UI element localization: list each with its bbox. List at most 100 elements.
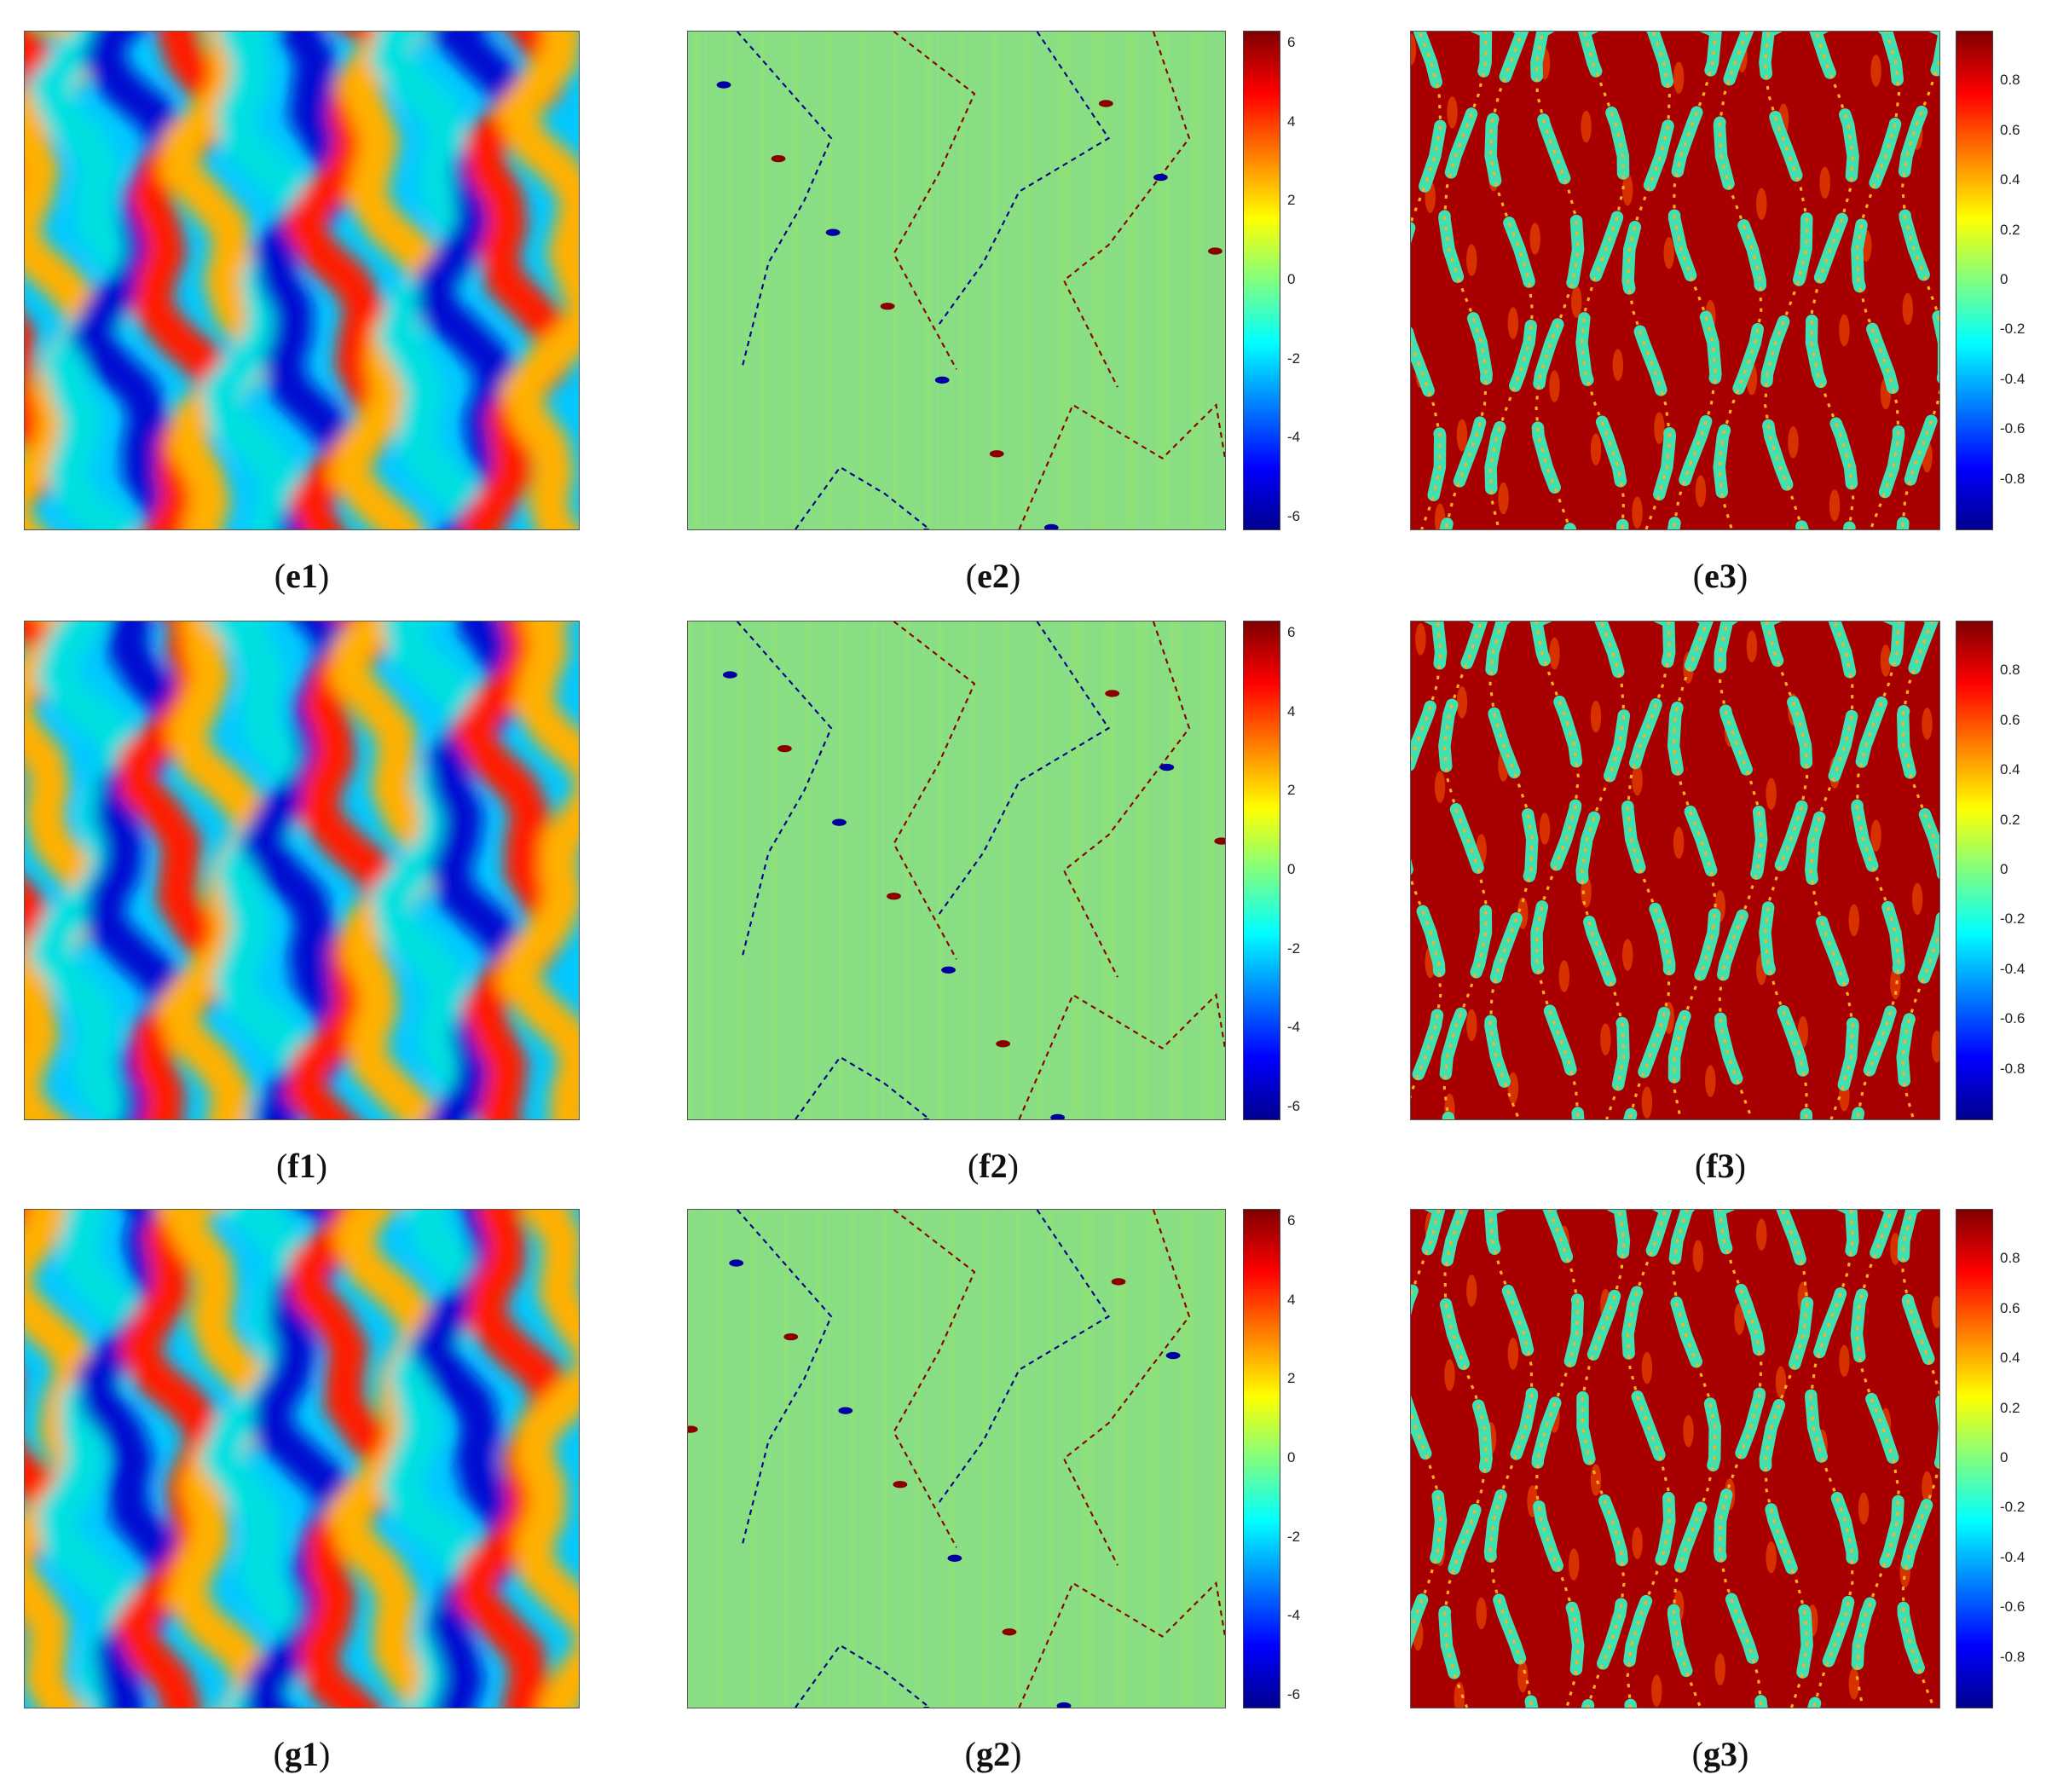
colorbar-tick-label: 6 [1287,623,1296,640]
phase-map-image [688,621,1225,1119]
colorbar-tick-label: -4 [1287,1019,1301,1036]
caption-paren-close: ) [315,1147,327,1185]
phase-map-image [688,32,1225,529]
caption-paren-open: ( [274,557,286,595]
colorbar-tick-label: 4 [1287,1291,1296,1308]
caption-label: g2 [976,1735,1010,1773]
colorbar-tick-label: 6 [1287,33,1296,50]
colorbar [1243,31,1280,530]
caption-label: e3 [1704,557,1737,595]
unwrapped-phase-map [687,621,1226,1120]
colorbar-tick-label: 6 [1287,1211,1296,1228]
caption-paren-open: ( [968,1147,980,1185]
caption-paren-open: ( [1695,1147,1707,1185]
colorbar-tick-label: -0.8 [2000,1060,2026,1077]
colorbar-tick-label: 0 [1287,271,1296,287]
colorbar-tick-label: 0 [1287,1449,1296,1465]
panel-caption: (g2) [865,1734,1121,1774]
colorbar-tick-label: 0 [1287,861,1296,877]
colorbar-tick-label: 0.4 [2000,171,2020,188]
colorbar-tick-label: 0 [2000,271,2008,287]
colorbar-tick-label: -6 [1287,1098,1301,1115]
colorbar [1243,1209,1280,1708]
caption-paren-close: ) [319,1735,331,1773]
colorbar-tick-label: 0.6 [2000,711,2020,728]
colorbar-tick-label: -6 [1287,508,1301,525]
panel-caption: (g1) [174,1734,430,1774]
caption-label: f3 [1706,1147,1735,1185]
colorbar-tick-label: -4 [1287,1607,1301,1624]
caption-paren-close: ) [1010,1735,1022,1773]
colorbar-tick-label: 0.6 [2000,1299,2020,1316]
colorbar-tick-label: 0.8 [2000,662,2020,679]
colorbar [1956,621,1993,1120]
caption-paren-open: ( [964,1735,976,1773]
colorbar-tick-label: 0.6 [2000,121,2020,138]
colorbar-tick-label: 2 [1287,1370,1296,1387]
colorbar-tick-label: -4 [1287,429,1301,446]
phase-map-image [1411,621,1939,1119]
colorbar-tick-label: 0 [2000,1449,2008,1465]
colorbar-tick-label: 2 [1287,782,1296,799]
quality-phase-map [1410,621,1940,1120]
quality-phase-map [1410,1209,1940,1708]
caption-label: f1 [287,1147,316,1185]
colorbar [1956,31,1993,530]
phase-map-image [688,1210,1225,1708]
colorbar-tick-label: 4 [1287,113,1296,130]
wrapped-phase-map [24,31,580,530]
phase-map-image [25,1210,579,1708]
colorbar-tick-label: -0.6 [2000,420,2026,437]
colorbar [1956,1209,1993,1708]
colorbar [1243,621,1280,1120]
colorbar-tick-label: -2 [1287,1528,1301,1545]
colorbar-tick-label: -0.4 [2000,1548,2026,1565]
colorbar-tick-label: 0.4 [2000,761,2020,778]
caption-paren-close: ) [1734,1147,1746,1185]
unwrapped-phase-map [687,1209,1226,1708]
colorbar-tick-label: -0.4 [2000,960,2026,977]
caption-paren-close: ) [1736,557,1748,595]
colorbar-tick-label: -0.2 [2000,321,2026,338]
colorbar-tick-label: 0.8 [2000,72,2020,89]
colorbar-tick-label: -0.2 [2000,1499,2026,1516]
panel-caption: (f1) [174,1146,430,1186]
colorbar-tick-label: 0.8 [2000,1250,2020,1267]
colorbar-tick-label: 0.2 [2000,1399,2020,1416]
colorbar-tick-label: 0.2 [2000,221,2020,238]
colorbar-tick-label: 4 [1287,702,1296,720]
phase-map-image [25,32,579,529]
colorbar-tick-label: -0.2 [2000,910,2026,928]
phase-map-image [1411,32,1939,529]
caption-paren-open: ( [276,1147,288,1185]
colorbar-tick-label: -6 [1287,1686,1301,1703]
caption-paren-open: ( [1692,557,1705,595]
caption-label: g1 [285,1735,319,1773]
panel-caption: (e2) [865,556,1121,596]
caption-label: e1 [286,557,318,595]
phase-map-image [1411,1210,1939,1708]
caption-label: g3 [1703,1735,1737,1773]
panel-caption: (e3) [1592,556,1848,596]
wrapped-phase-map [24,621,580,1120]
caption-paren-close: ) [1007,1147,1019,1185]
colorbar-tick-label: -2 [1287,350,1301,367]
caption-paren-open: ( [965,557,978,595]
caption-paren-open: ( [1691,1735,1703,1773]
panel-caption: (f2) [865,1146,1121,1186]
unwrapped-phase-map [687,31,1226,530]
panel-caption: (e1) [174,556,430,596]
colorbar-tick-label: -0.8 [2000,1648,2026,1665]
caption-label: e2 [977,557,1009,595]
colorbar-tick-label: 0.2 [2000,811,2020,828]
colorbar-tick-label: -0.8 [2000,470,2026,487]
caption-paren-close: ) [1737,1735,1749,1773]
panel-caption: (g3) [1592,1734,1848,1774]
colorbar-tick-label: -0.4 [2000,370,2026,387]
phase-map-image [25,621,579,1119]
caption-paren-close: ) [1009,557,1021,595]
wrapped-phase-map [24,1209,580,1708]
colorbar-tick-label: 2 [1287,192,1296,209]
colorbar-tick-label: -0.6 [2000,1598,2026,1616]
colorbar-tick-label: -2 [1287,939,1301,957]
